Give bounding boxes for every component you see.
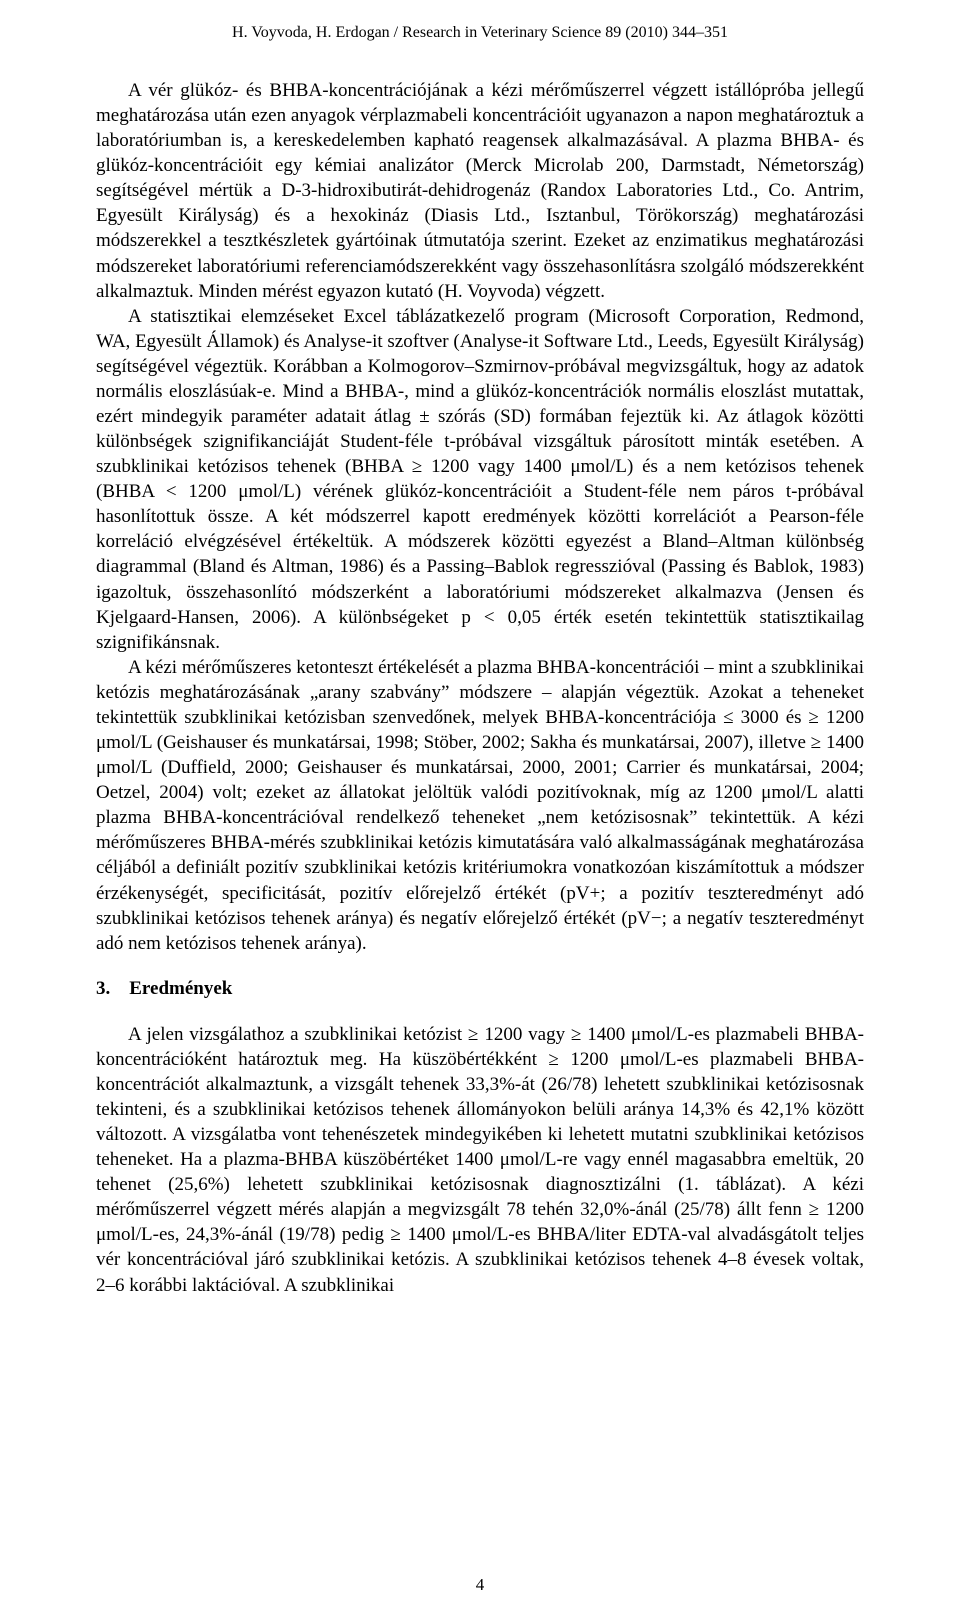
page-container: H. Voyvoda, H. Erdogan / Research in Vet…: [0, 0, 960, 1613]
page-number: 4: [0, 1575, 960, 1595]
section-heading-results: 3. Eredmények: [96, 978, 864, 1000]
paragraph-results-1: A jelen vizsgálathoz a szubklinikai ketó…: [96, 1022, 864, 1298]
results-text-block: A jelen vizsgálathoz a szubklinikai ketó…: [96, 1022, 864, 1298]
section-title: Eredmények: [129, 978, 232, 999]
section-number: 3.: [96, 978, 110, 999]
running-header: H. Voyvoda, H. Erdogan / Research in Vet…: [96, 24, 864, 42]
paragraph-methods-3: A kézi mérőműszeres ketonteszt értékelés…: [96, 655, 864, 956]
paragraph-methods-2: A statisztikai elemzéseket Excel tábláza…: [96, 304, 864, 655]
body-text-block: A vér glükóz- és BHBA-koncentrációjának …: [96, 78, 864, 956]
paragraph-methods-1: A vér glükóz- és BHBA-koncentrációjának …: [96, 78, 864, 304]
